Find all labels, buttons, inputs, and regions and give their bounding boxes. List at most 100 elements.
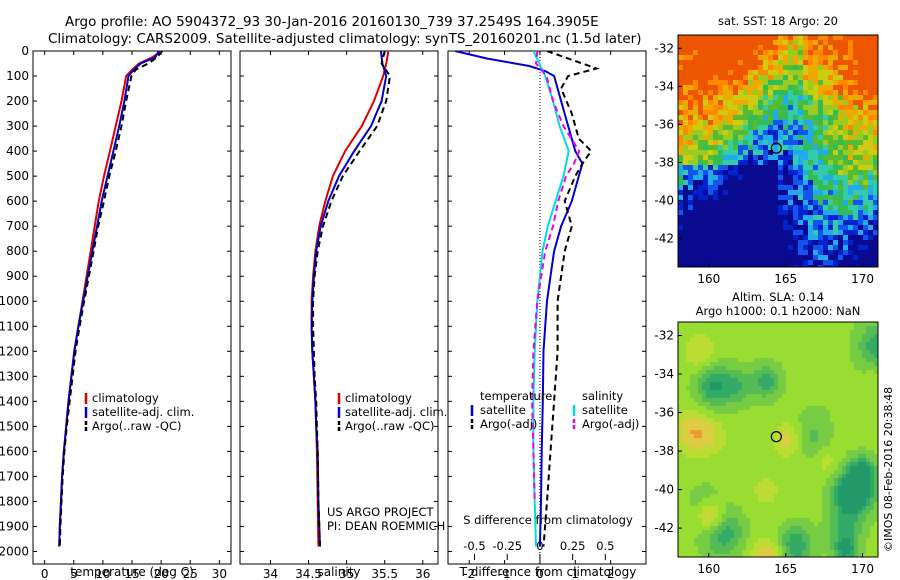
heatmap-cell [868, 155, 874, 161]
heatmap-cell [763, 200, 769, 206]
heatmap-cell [846, 478, 851, 483]
heatmap-cell [786, 394, 791, 399]
heatmap-cell [862, 350, 867, 355]
heatmap-cell [798, 35, 804, 41]
heatmap-cell [743, 215, 749, 221]
heatmap-cell [768, 120, 774, 126]
heatmap-cell [768, 215, 774, 221]
heatmap-cell [838, 530, 843, 535]
heatmap-cell [838, 346, 843, 351]
heatmap-cell [838, 260, 844, 266]
heatmap-cell [746, 438, 751, 443]
heatmap-cell [693, 250, 699, 256]
heatmap-cell [678, 382, 683, 387]
x-tick-label: -2 [463, 567, 475, 580]
heatmap-cell [688, 70, 694, 76]
heatmap-cell [718, 530, 723, 535]
sst-map-ticks: 160 165 170-32-34-36-38-40-42 [654, 41, 874, 286]
heatmap-cell [842, 498, 847, 503]
heatmap-cell [828, 95, 834, 101]
heatmap-cell [818, 75, 824, 81]
heatmap-cell [834, 530, 839, 535]
heatmap-cell [802, 350, 807, 355]
heatmap-cell [843, 245, 849, 251]
heatmap-cell [798, 200, 804, 206]
heatmap-cell [803, 70, 809, 76]
heatmap-cell [770, 390, 775, 395]
heatmap-cell [808, 170, 814, 176]
heatmap-cell [722, 498, 727, 503]
heatmap-cell [834, 470, 839, 475]
heatmap-cell [770, 466, 775, 471]
heatmap-cell [866, 394, 871, 399]
heatmap-cell [858, 398, 863, 403]
heatmap-cell [858, 410, 863, 415]
heatmap-cell [722, 458, 727, 463]
heatmap-cell [854, 414, 859, 419]
heatmap-cell [694, 498, 699, 503]
heatmap-cell [698, 330, 703, 335]
heatmap-cell [863, 175, 869, 181]
heatmap-cell [742, 454, 747, 459]
heatmap-cell [862, 338, 867, 343]
heatmap-cell [868, 75, 874, 81]
heatmap-cell [743, 265, 749, 267]
heatmap-cell [698, 100, 704, 106]
heatmap-cell [786, 398, 791, 403]
heatmap-cell [706, 402, 711, 407]
heatmap-cell [786, 402, 791, 407]
heatmap-cell [753, 150, 759, 156]
heatmap-cell [808, 65, 814, 71]
heatmap-cell [803, 120, 809, 126]
heatmap-cell [682, 370, 687, 375]
heatmap-cell [854, 530, 859, 535]
heatmap-cell [862, 478, 867, 483]
heatmap-cell [746, 490, 751, 495]
heatmap-cell [858, 170, 864, 176]
heatmap-cell [828, 135, 834, 141]
heatmap-cell [738, 225, 744, 231]
heatmap-cell [713, 180, 719, 186]
heatmap-cell [868, 250, 874, 256]
heatmap-cell [782, 518, 787, 523]
heatmap-cell [750, 446, 755, 451]
heatmap-cell [843, 55, 849, 61]
heatmap-cell [702, 414, 707, 419]
heatmap-cell [714, 518, 719, 523]
heatmap-cell [813, 125, 819, 131]
heatmap-cell [730, 546, 735, 551]
heatmap-cell [710, 474, 715, 479]
heatmap-cell [814, 346, 819, 351]
heatmap-cell [858, 346, 863, 351]
heatmap-cell [758, 470, 763, 475]
heatmap-cell [734, 538, 739, 543]
heatmap-cell [778, 494, 783, 499]
heatmap-cell [688, 245, 694, 251]
heatmap-cell [763, 155, 769, 161]
heatmap-cell [873, 80, 878, 86]
heatmap-cell [682, 442, 687, 447]
heatmap-cell [733, 65, 739, 71]
heatmap-cell [738, 506, 743, 511]
heatmap-cell [874, 338, 878, 343]
heatmap-cell [826, 418, 831, 423]
heatmap-cell [733, 175, 739, 181]
heatmap-cell [678, 350, 683, 355]
heatmap-cell [814, 534, 819, 539]
heatmap-cell [754, 342, 759, 347]
heatmap-cell [678, 330, 683, 335]
heatmap-cell [693, 95, 699, 101]
heatmap-cell [843, 180, 849, 186]
heatmap-cell [786, 450, 791, 455]
heatmap-cell [833, 50, 839, 56]
heatmap-cell [698, 418, 703, 423]
heatmap-cell [693, 70, 699, 76]
heatmap-cell [850, 338, 855, 343]
heatmap-cell [690, 430, 695, 435]
heatmap-cell [870, 522, 875, 527]
heatmap-cell [790, 342, 795, 347]
heatmap-cell [813, 55, 819, 61]
heatmap-cell [783, 200, 789, 206]
heatmap-cell [682, 474, 687, 479]
heatmap-cell [858, 462, 863, 467]
